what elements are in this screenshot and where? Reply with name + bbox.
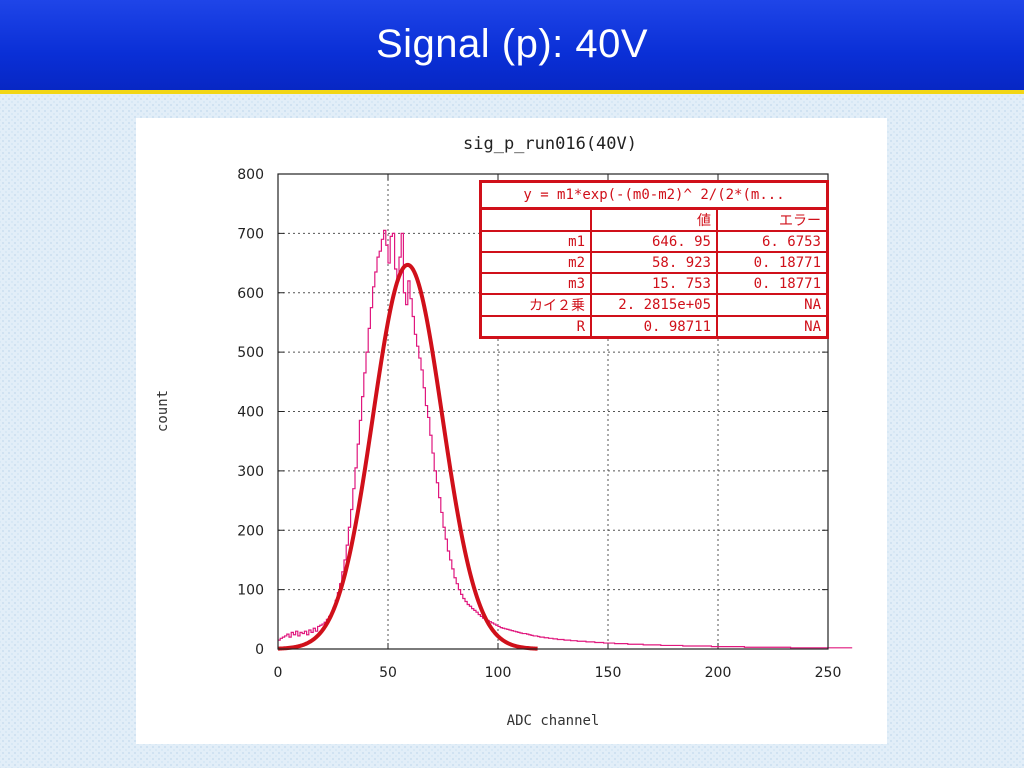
y-tick-label: 300: [237, 464, 264, 480]
plot-area-frame: [277, 173, 829, 650]
y-tick-label: 600: [237, 286, 264, 302]
param-error: NA: [716, 315, 826, 336]
param-name: R: [482, 315, 592, 336]
y-tick-label: 400: [237, 405, 264, 421]
x-tick-label: 150: [595, 665, 622, 681]
histogram-chart: sig_p_run016(40V) 0100200300400500600700…: [155, 134, 853, 729]
fit-curve-series: [277, 262, 539, 651]
y-tick-label: 100: [237, 583, 264, 599]
param-error: NA: [716, 293, 826, 317]
slide-title: Signal (p): 40V: [375, 22, 649, 66]
x-tick-label: 200: [705, 665, 732, 681]
fit-parameter-grid: 値 エラー m1 646. 95 6. 6753 m2 58. 923 0. 1…: [482, 210, 826, 336]
param-value: 646. 95: [590, 230, 718, 253]
slide-header: Signal (p): 40V: [0, 0, 1024, 94]
y-tick-label: 0: [255, 642, 264, 658]
header-cell-name: [482, 210, 592, 232]
histogram-series: [278, 229, 853, 649]
histogram-step-line: [278, 229, 853, 649]
fit-results-table: y = m1*exp(-(m0-m2)^ 2/(2*(m... 値 エラー m1…: [479, 180, 829, 339]
table-header-row: 値 エラー: [482, 210, 826, 232]
table-row: m1 646. 95 6. 6753: [482, 230, 826, 253]
param-value: 2. 2815e+05: [590, 293, 718, 317]
param-error: 0. 18771: [716, 272, 826, 295]
header-cell-error: エラー: [716, 210, 826, 232]
x-axis-label: ADC channel: [507, 713, 600, 729]
y-tick-label: 500: [237, 345, 264, 361]
table-row: m2 58. 923 0. 18771: [482, 251, 826, 274]
chart-title: sig_p_run016(40V): [463, 134, 637, 154]
param-value: 0. 98711: [590, 315, 718, 336]
table-row: カイ２乗 2. 2815e+05 NA: [482, 293, 826, 317]
param-name: m3: [482, 272, 592, 295]
fit-equation: y = m1*exp(-(m0-m2)^ 2/(2*(m...: [482, 183, 826, 210]
param-error: 0. 18771: [716, 251, 826, 274]
y-axis-label: count: [155, 390, 171, 432]
param-value: 15. 753: [590, 272, 718, 295]
x-tick-label: 0: [274, 665, 283, 681]
y-tick-label: 800: [237, 167, 264, 183]
x-tick-label: 50: [379, 665, 397, 681]
y-tick-label: 700: [237, 226, 264, 242]
x-axis-ticks: 0 50 100 150 200 250: [274, 174, 842, 681]
gaussian-fit-curve: [277, 262, 539, 651]
param-error: 6. 6753: [716, 230, 826, 253]
table-row: m3 15. 753 0. 18771: [482, 272, 826, 295]
y-axis-ticks: 0 100 200 300 400 500 600 700 800: [237, 167, 828, 658]
param-name: m2: [482, 251, 592, 274]
table-row: R 0. 98711 NA: [482, 315, 826, 336]
x-tick-label: 100: [485, 665, 512, 681]
header-cell-value: 値: [590, 210, 718, 232]
y-tick-label: 200: [237, 523, 264, 539]
param-name: m1: [482, 230, 592, 253]
param-value: 58. 923: [590, 251, 718, 274]
chart-panel: sig_p_run016(40V) 0 100 200 300 400 500 600 700…: [136, 118, 887, 744]
param-name: カイ２乗: [482, 293, 592, 317]
x-tick-label: 250: [815, 665, 842, 681]
